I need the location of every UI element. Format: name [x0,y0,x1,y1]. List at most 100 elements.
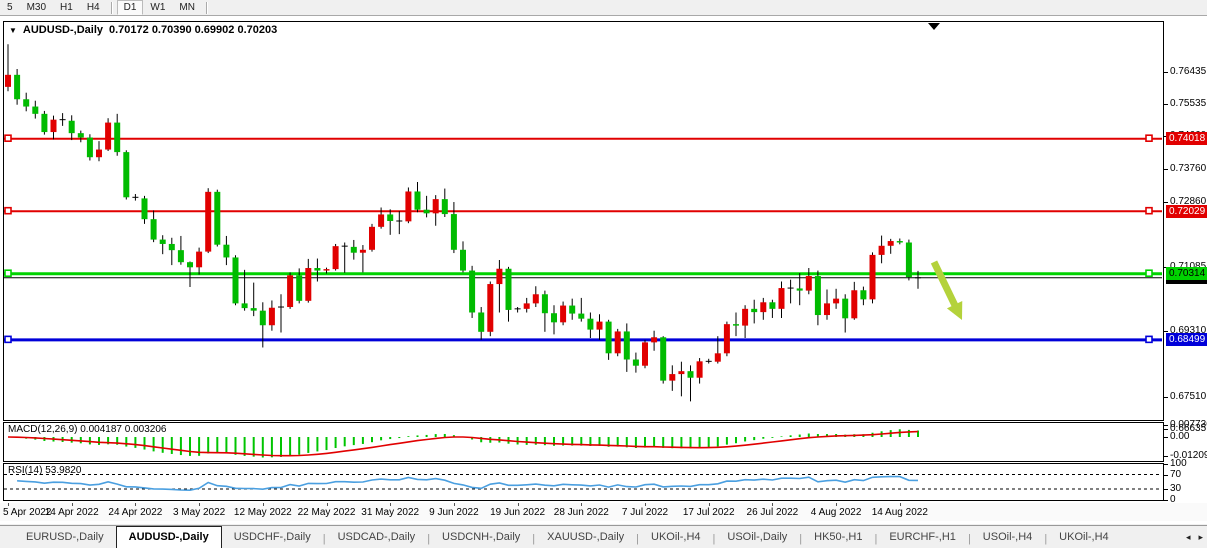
candle-body [432,199,439,214]
price-chart-pane[interactable] [3,21,1164,421]
tab-scroll-right-icon[interactable]: ▸ [1198,532,1203,542]
price-pane-border [3,21,1164,421]
level-handle-right[interactable] [1145,206,1153,215]
tab-xauusd-daily[interactable]: XAUUSD-,Daily [547,531,625,543]
tab-scroll-left-icon[interactable]: ◂ [1185,532,1191,542]
candle-body [687,371,694,378]
candle-body [487,284,494,332]
date-tick [517,503,519,506]
candle-body [796,288,803,291]
date-label: 9 Jun 2022 [429,507,479,518]
candle-body [751,308,758,313]
timeframe-button-h4[interactable]: H4 [86,2,100,13]
candle-body [450,214,457,250]
macd-pane-border [3,422,1164,462]
date-tick [326,503,328,506]
date-tick [262,503,264,506]
tab-separator: | [427,533,431,545]
price-axis-label: 0.67510 [1170,390,1207,402]
axis-tick [1164,71,1168,73]
candle-body [296,275,303,301]
candle-body [332,246,339,270]
candle-body [350,246,357,253]
macd-indicator-pane[interactable] [3,422,1164,462]
tab-usdcnh-daily[interactable]: USDCNH-,Daily [442,531,521,543]
date-tick [836,503,838,506]
date-tick [135,503,137,506]
candle-body [414,191,421,210]
tab-eurusd-daily[interactable]: EURUSD-,Daily [26,531,104,543]
symbol-dropdown-icon[interactable]: ▼ [9,25,17,35]
level-handle-left[interactable] [4,134,12,142]
level-handle-left[interactable] [4,206,12,215]
tab-usdcad-daily[interactable]: USDCAD-,Daily [337,531,416,543]
tab-separator: | [712,533,716,545]
timeframe-button-mn[interactable]: MN [179,2,195,13]
rsi-axis-tick [1164,463,1168,465]
candle-body [187,262,193,268]
level-price-badge: 0.68499 [1166,333,1207,347]
tab-hk50-h1[interactable]: HK50-,H1 [814,531,863,543]
date-label: 17 Jul 2022 [682,507,735,518]
tab-usdchf-daily[interactable]: USDCHF-,Daily [233,531,311,543]
candle-body [41,113,48,133]
chart-tab-bar: EURUSD-,Daily AUDUSD-,Daily USDCHF-,Daily |… [0,525,1207,548]
candle-body [505,268,512,310]
tab-audusd-daily[interactable]: AUDUSD-,Daily [115,526,222,548]
date-label: 26 Jul 2022 [746,507,799,518]
rsi-indicator-pane[interactable] [3,463,1164,501]
chart-workspace: ▼ AUDUSD-,Daily 0.70172 0.70390 0.69902 … [0,16,1207,524]
candle-body [359,249,366,253]
level-handle-left[interactable] [4,335,12,344]
date-label: 3 May 2022 [172,507,226,518]
rsi-axis-label: 0 [1170,493,1176,505]
toolbar-separator [110,1,113,14]
trend-arrow-shaft[interactable] [930,260,960,309]
level-handle-right[interactable] [1145,335,1153,344]
candlestick-series [5,44,921,402]
level-handle-right[interactable] [1145,269,1153,278]
tab-ukoil-h4[interactable]: UKOil-,H4 [651,531,701,543]
timeframe-button-d1[interactable]: D1 [116,0,144,15]
axis-tick [1164,331,1168,333]
date-label: 19 Jun 2022 [490,507,546,518]
candle-body [824,303,830,316]
price-axis-label: 0.71085 [1170,260,1207,272]
tab-usoil-daily[interactable]: USOil-,Daily [727,531,788,543]
level-handle-right[interactable] [1145,134,1153,142]
macd-label: MACD(12,26,9) 0.004187 0.003206 [8,424,167,435]
tab-eurchf-h1[interactable]: EURCHF-,H1 [889,531,956,543]
candle-body [123,152,130,198]
candle-body [642,342,648,366]
timeframe-button-w1[interactable]: W1 [150,2,166,13]
trend-arrow-head[interactable] [946,300,963,320]
candle-body [460,249,466,271]
timeframe-button-h1[interactable]: H1 [60,2,73,13]
date-tick [199,503,201,506]
tab-separator: | [1044,533,1048,545]
rsi-pane-border [3,463,1164,501]
candle-body [314,268,321,271]
date-tick [390,503,392,506]
date-tick [453,503,455,506]
level-price-badge: 0.70314 [1166,267,1207,281]
candle-body [541,294,548,314]
chart-shift-marker[interactable] [928,23,940,30]
tab-separator: | [799,533,803,545]
level-handle-left[interactable] [4,269,12,278]
axis-tick [1164,169,1168,171]
candle-body [532,294,539,304]
tab-usoil-h4[interactable]: USOil-,H4 [982,531,1033,543]
date-label: 14 Aug 2022 [871,507,928,518]
timeframe-button-5[interactable]: 5 [7,2,13,13]
candle-body [387,214,394,221]
candle-body [905,242,912,278]
candle-body [23,99,30,107]
price-axis[interactable]: 0.764350.755350.746600.737600.728600.710… [1164,21,1207,521]
candle-body [896,241,903,243]
tab-ukoil-h4[interactable]: UKOil-,H4 [1059,531,1109,543]
timeframe-button-m30[interactable]: M30 [26,2,47,13]
date-axis[interactable]: 5 Apr 2022 14 Apr 2022 24 Apr 2022 3 May 20… [0,503,1207,521]
candle-body [878,245,885,255]
date-label: 22 May 2022 [297,507,356,518]
